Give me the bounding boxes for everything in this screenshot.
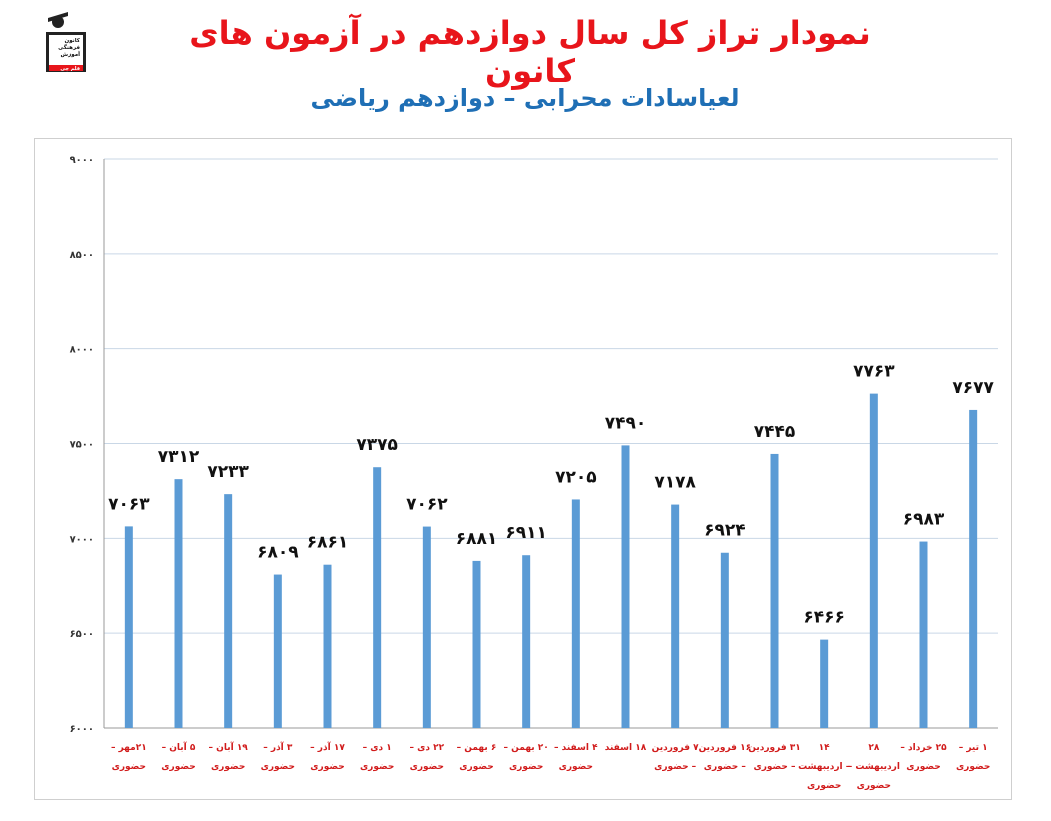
bar [720, 552, 729, 728]
bar [422, 526, 431, 728]
x-tick-label: ۵ آبان – [162, 741, 196, 753]
data-label: ۷۳۱۲ [158, 447, 200, 467]
bar [571, 499, 580, 728]
x-tick-label: حضوری [211, 762, 245, 772]
x-tick-label: حضوری [857, 781, 891, 791]
x-tick-label: ۱۴ [819, 743, 830, 753]
x-tick-label: ۲۸ [868, 743, 879, 753]
x-tick-label: ۱ دی – [363, 743, 392, 753]
chart-title: نمودار تراز کل سال دوازدهم در آزمون های … [189, 14, 871, 90]
y-tick-label: ۸۰۰۰ [70, 345, 94, 356]
bar [919, 541, 928, 728]
bar [869, 393, 878, 728]
x-tick-label: – حضوری [753, 762, 796, 772]
x-tick-label: – اردیبهشت [798, 762, 851, 772]
x-tick-label: ۲۱مهر – [111, 743, 147, 753]
x-tick-label: ۲۰ بهمن – [504, 743, 549, 753]
x-tick-label: حضوری [459, 762, 493, 772]
data-label: ۶۸۰۹ [257, 543, 299, 563]
x-tick-label: حضوری [161, 762, 195, 772]
logo-text: کانون [65, 37, 81, 44]
data-label: ۷۴۹۰ [605, 413, 647, 433]
data-label: ۷۳۷۵ [356, 435, 398, 455]
x-tick-label: ۲۵ خرداد – [900, 743, 947, 753]
x-tick-label: حضوری [807, 781, 841, 791]
data-label: ۶۸۸۱ [456, 529, 498, 549]
x-tick-label: حضوری [112, 762, 146, 772]
bar [770, 453, 779, 728]
bar [820, 639, 829, 728]
y-tick-label: ۹۰۰۰ [70, 155, 94, 166]
data-label: ۷۲۳۳ [207, 462, 249, 482]
data-label: ۷۶۷۷ [952, 378, 994, 398]
bar [472, 560, 481, 728]
x-tick-label: اردیبهشت – [848, 762, 900, 772]
kanoon-logo: کانون فرهنگی آموزش قلم چی [46, 12, 86, 72]
data-label: ۷۰۶۲ [406, 495, 448, 515]
x-tick-label: – حضوری [704, 762, 747, 772]
x-tick-label: ۲۲ دی – [410, 743, 445, 753]
logo-text: فرهنگی [58, 44, 80, 51]
bar [969, 409, 978, 728]
bar [323, 564, 332, 728]
data-label: ۶۹۸۳ [903, 510, 945, 530]
data-label: ۶۹۱۱ [505, 523, 547, 543]
x-tick-label: ۱۷ آذر – [310, 741, 345, 753]
chart-frame [34, 138, 1012, 800]
data-label: ۷۲۰۵ [555, 467, 597, 487]
x-tick-label: ۱۸ اسفند [605, 743, 647, 753]
y-tick-label: ۷۰۰۰ [70, 534, 94, 545]
bar [373, 467, 382, 728]
x-tick-label: حضوری [906, 762, 940, 772]
x-tick-label: حضوری [310, 762, 344, 772]
bar [273, 574, 282, 728]
bar [174, 479, 183, 728]
data-label: ۷۰۶۳ [108, 494, 150, 514]
data-label: ۷۴۴۵ [754, 422, 796, 442]
x-tick-label: ۳۱ فروردین [748, 743, 801, 753]
data-label: ۶۹۲۴ [704, 521, 746, 541]
bar [124, 526, 133, 728]
x-tick-label: ۱ تیر – [959, 743, 988, 753]
x-tick-label: حضوری [956, 762, 990, 772]
chart-subtitle: لعیاسادات محرابی – دوازدهم ریاضی [310, 84, 740, 112]
x-tick-label: ۷ فروردین [652, 743, 700, 753]
x-tick-label: ۱۶ فروردین [699, 743, 752, 753]
x-tick-label: ۳ آذر – [263, 741, 293, 753]
y-tick-label: ۷۵۰۰ [70, 440, 94, 451]
x-tick-label: ۶ بهمن – [457, 743, 497, 753]
y-tick-label: ۶۵۰۰ [70, 629, 94, 640]
bar [671, 504, 680, 728]
bar [621, 445, 630, 728]
x-tick-label: ۴ اسفند – [554, 743, 598, 753]
bar [522, 555, 531, 728]
data-label: ۷۱۷۸ [654, 473, 696, 493]
bar [224, 494, 233, 728]
logo-text: قلم چی [60, 66, 80, 72]
data-label: ۷۷۶۳ [853, 362, 895, 382]
x-tick-label: حضوری [410, 762, 444, 772]
logo-text: آموزش [61, 50, 81, 58]
x-tick-label: ۱۹ آبان – [209, 741, 249, 753]
x-tick-label: – حضوری [654, 762, 697, 772]
data-label: ۶۸۶۱ [307, 533, 349, 553]
y-tick-label: ۶۰۰۰ [70, 724, 94, 735]
data-label: ۶۴۶۶ [803, 608, 845, 628]
y-tick-label: ۸۵۰۰ [70, 250, 94, 261]
x-tick-label: حضوری [360, 762, 394, 772]
x-tick-label: حضوری [559, 762, 593, 772]
x-tick-label: حضوری [509, 762, 543, 772]
x-tick-label: حضوری [261, 762, 295, 772]
